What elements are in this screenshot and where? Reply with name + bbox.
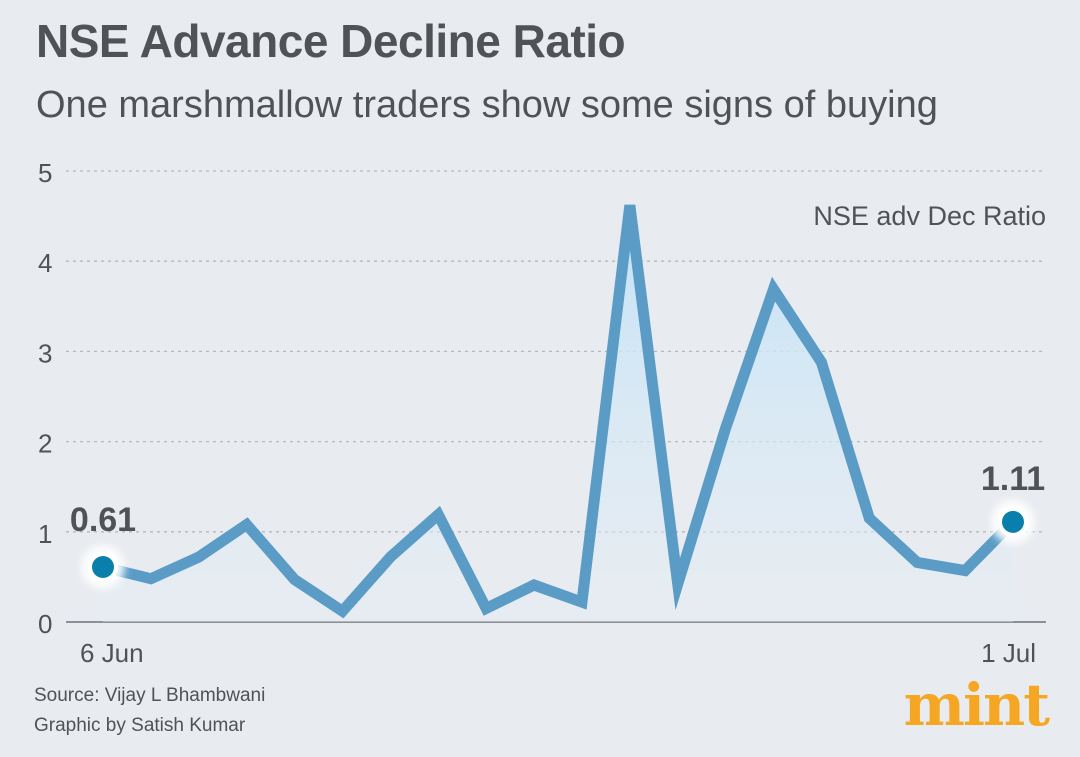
- series-area: [103, 205, 1013, 622]
- chart-title: NSE Advance Decline Ratio: [36, 15, 626, 67]
- x-tick-label: 1 Jul: [981, 638, 1036, 668]
- y-tick-label: 3: [38, 338, 52, 368]
- series-line: [101, 204, 1017, 619]
- mint-logo: mint: [903, 671, 1050, 739]
- x-tick-label: 6 Jun: [80, 638, 144, 668]
- data-label: 0.61: [70, 501, 136, 539]
- legend-label: NSE adv Dec Ratio: [813, 201, 1046, 231]
- data-label: 1.11: [981, 460, 1045, 498]
- data-point-marker: [1002, 510, 1024, 533]
- y-tick-label: 0: [38, 609, 52, 639]
- y-tick-label: 4: [38, 248, 52, 278]
- credit-note: Graphic by Satish Kumar: [34, 715, 246, 736]
- y-tick-label: 5: [38, 158, 52, 188]
- y-tick-label: 2: [38, 429, 52, 459]
- source-note: Source: Vijay L Bhambwani: [34, 685, 266, 706]
- y-tick-label: 1: [38, 519, 52, 549]
- data-point-marker: [92, 555, 114, 578]
- chart-subtitle: One marshmallow traders show some signs …: [36, 84, 938, 126]
